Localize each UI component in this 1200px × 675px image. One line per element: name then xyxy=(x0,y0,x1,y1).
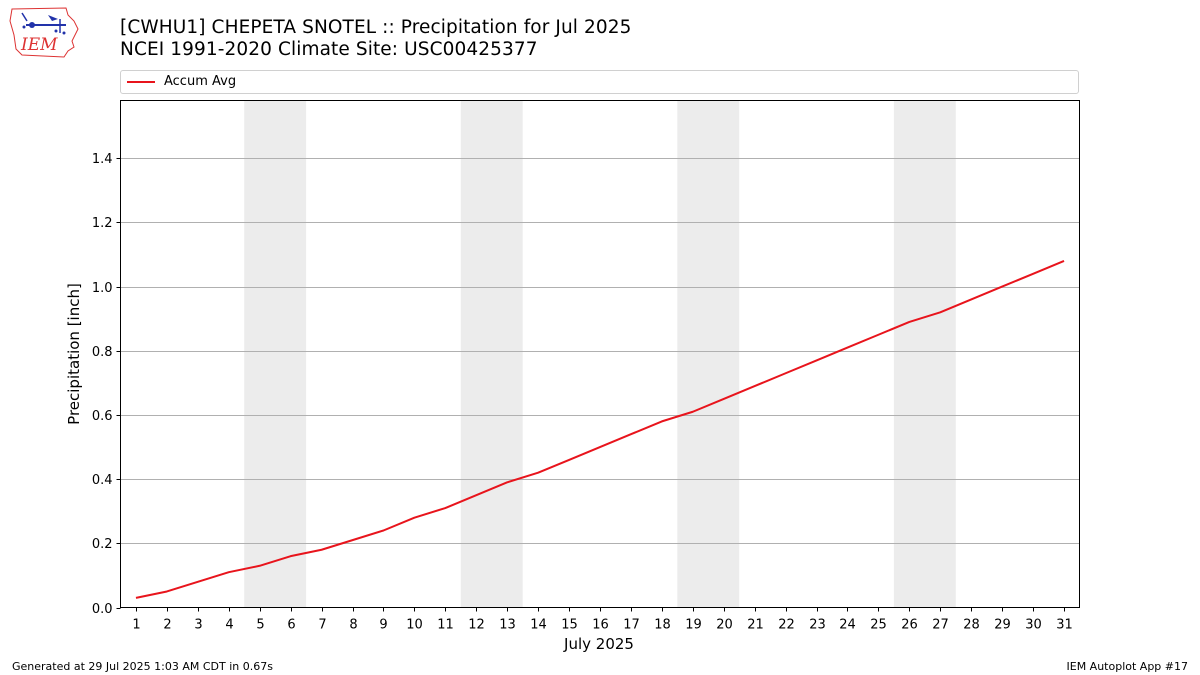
x-tick-label: 27 xyxy=(932,618,949,633)
x-tick-label: 20 xyxy=(716,618,733,633)
series-line-accum-avg xyxy=(135,260,1065,599)
x-tick-label: 24 xyxy=(839,618,856,633)
y-tick-label: 0.0 xyxy=(92,602,113,617)
x-tick-label: 3 xyxy=(194,618,202,633)
x-tick-label: 13 xyxy=(499,618,516,633)
x-tick-label: 21 xyxy=(747,618,764,633)
x-tick-label: 10 xyxy=(406,618,423,633)
x-tick-label: 8 xyxy=(349,618,357,633)
x-tick-label: 5 xyxy=(256,618,264,633)
generated-timestamp: Generated at 29 Jul 2025 1:03 AM CDT in … xyxy=(12,660,273,673)
legend-line-swatch xyxy=(127,81,155,83)
weekend-band xyxy=(460,100,523,608)
x-tick-label: 26 xyxy=(901,618,918,633)
x-tick-label: 16 xyxy=(592,618,609,633)
y-tick-label: 0.8 xyxy=(92,345,113,360)
x-tick-label: 31 xyxy=(1056,618,1073,633)
x-tick-label: 11 xyxy=(437,618,454,633)
iem-logo: IEM xyxy=(8,5,80,59)
x-tick-label: 17 xyxy=(623,618,640,633)
x-tick-label: 14 xyxy=(530,618,547,633)
logo-text: IEM xyxy=(20,35,58,55)
x-tick-label: 9 xyxy=(379,618,387,633)
x-tick-label: 6 xyxy=(287,618,295,633)
legend: Accum Avg xyxy=(120,70,1079,94)
x-tick-label: 30 xyxy=(1025,618,1042,633)
y-tick-label: 1.2 xyxy=(92,216,113,231)
chart-subtitle: NCEI 1991-2020 Climate Site: USC00425377 xyxy=(120,39,538,60)
y-tick-label: 0.2 xyxy=(92,537,113,552)
app-label: IEM Autoplot App #17 xyxy=(1066,660,1189,673)
x-tick-label: 18 xyxy=(654,618,671,633)
weekend-band xyxy=(677,100,740,608)
x-axis-label: July 2025 xyxy=(563,635,634,653)
x-tick-label: 28 xyxy=(963,618,980,633)
x-tick-label: 15 xyxy=(561,618,578,633)
weekend-band xyxy=(244,100,307,608)
x-tick-label: 22 xyxy=(778,618,795,633)
x-tick-label: 1 xyxy=(132,618,140,633)
x-tick-label: 19 xyxy=(685,618,702,633)
x-tick-label: 4 xyxy=(225,618,233,633)
y-tick-label: 0.6 xyxy=(92,409,113,424)
x-tick-label: 23 xyxy=(809,618,826,633)
x-tick-label: 25 xyxy=(870,618,887,633)
legend-label: Accum Avg xyxy=(164,74,237,89)
weekend-band xyxy=(893,100,956,608)
x-tick-label: 7 xyxy=(318,618,326,633)
x-tick-label: 12 xyxy=(468,618,485,633)
y-axis-label: Precipitation [inch] xyxy=(65,283,83,425)
x-tick-label: 2 xyxy=(163,618,171,633)
chart-title: [CWHU1] CHEPETA SNOTEL :: Precipitation … xyxy=(120,17,632,38)
y-tick-label: 0.4 xyxy=(92,473,113,488)
y-tick-label: 1.0 xyxy=(92,281,113,296)
y-tick-label: 1.4 xyxy=(92,152,113,167)
x-tick-label: 29 xyxy=(994,618,1011,633)
